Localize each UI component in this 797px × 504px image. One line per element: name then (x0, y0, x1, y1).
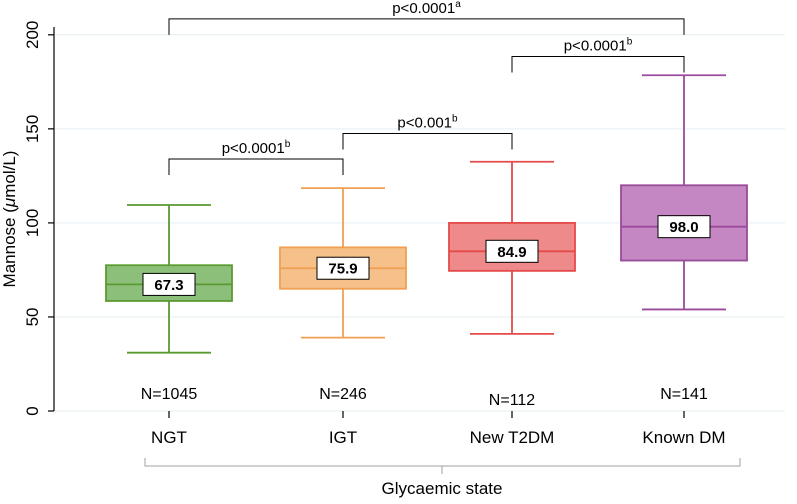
y-tick-label: 200 (23, 21, 42, 49)
n-label: N=1045 (141, 386, 198, 403)
gridlines (55, 34, 785, 412)
y-tick-label: 0 (23, 406, 42, 415)
n-label: N=141 (660, 386, 708, 403)
significance-brackets: p<0.0001a p<0.0001b p<0.001b p<0.0001b (168, 0, 685, 175)
median-label-box (142, 272, 196, 296)
comparison-bracket (168, 158, 344, 175)
y-tick-label: 50 (23, 307, 42, 326)
box-new-t2dm: 84.9 (448, 160, 576, 335)
box-known-dm: 98.0 (620, 74, 748, 311)
comparison: p<0.0001a (168, 0, 685, 35)
n-label: N=246 (319, 386, 367, 403)
box-ngt: 67.3 (105, 204, 233, 354)
x-tick-label: IGT (329, 428, 357, 447)
median-label: 84.9 (497, 244, 526, 261)
n-label: N=112 (489, 392, 536, 409)
x-axis-categories: N=1045 NGT N=246 IGT N=112 New T2DM N=141 Known… (141, 386, 726, 447)
comparison-bracket (168, 18, 685, 35)
median-label-box (485, 239, 539, 263)
comparison-p-value: p<0.0001a (392, 0, 461, 17)
comparison-p-value: p<0.0001b (564, 36, 633, 54)
y-axis-title: Mannose (μmol/L) (0, 151, 19, 288)
x-axis-title: Glycaemic state (382, 479, 503, 498)
x-tick-label: New T2DM (470, 428, 555, 447)
boxes: 67.3 75.9 84.9 98.0 (105, 74, 748, 354)
median-label: 75.9 (328, 261, 357, 278)
x-tick-label: Known DM (642, 428, 725, 447)
x-tick-label: NGT (151, 428, 187, 447)
x-axis-bracket (144, 458, 741, 467)
comparison-bracket (511, 55, 685, 73)
box-igt: 75.9 (279, 187, 407, 339)
comparison-p-value: p<0.0001b (222, 139, 291, 157)
y-tick-label: 100 (23, 209, 42, 237)
comparison: p<0.0001b (511, 36, 685, 73)
comparison: p<0.001b (342, 114, 513, 150)
y-tick-label: 150 (23, 115, 42, 143)
median-label-box (316, 256, 370, 280)
median-label-box (657, 215, 711, 239)
comparison: p<0.0001b (168, 139, 344, 175)
y-axis-ticks: 0 50 100 150 200 (23, 21, 54, 416)
median-label: 98.0 (669, 219, 698, 236)
comparison-bracket (342, 133, 513, 150)
median-label: 67.3 (154, 277, 183, 294)
comparison-p-value: p<0.001b (397, 114, 458, 132)
